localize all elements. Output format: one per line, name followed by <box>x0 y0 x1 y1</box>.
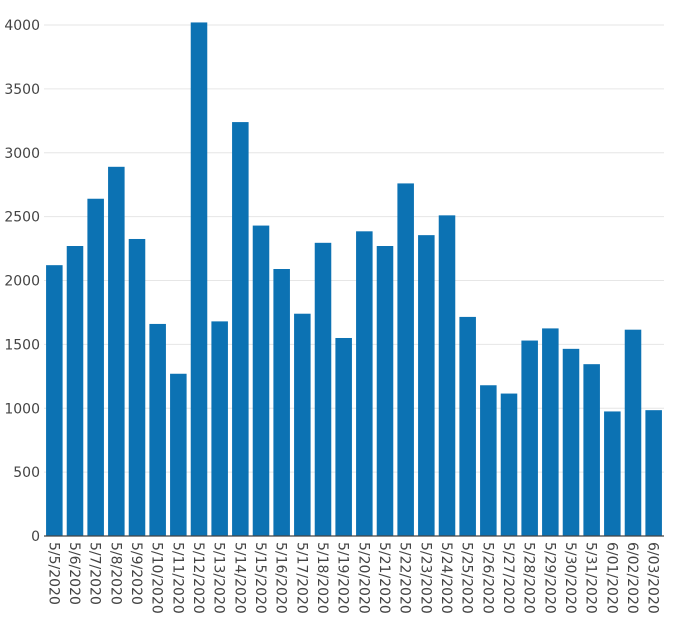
bar <box>376 246 394 536</box>
x-tick-label: 5/19/2020 <box>335 542 351 614</box>
bar <box>211 321 228 536</box>
x-tick-label: 5/13/2020 <box>211 542 227 614</box>
bar <box>46 265 63 536</box>
x-tick-label: 5/14/2020 <box>231 542 247 614</box>
y-tick-label: 500 <box>13 465 40 481</box>
x-tick-label: 5/20/2020 <box>355 542 371 614</box>
x-tick-label: 5/12/2020 <box>190 542 206 614</box>
bar <box>480 385 497 536</box>
x-tick-label: 5/17/2020 <box>293 542 309 614</box>
x-tick-label: 5/11/2020 <box>169 542 185 614</box>
bar <box>314 242 332 536</box>
x-tick-label: 5/21/2020 <box>376 542 392 614</box>
bar <box>356 231 373 536</box>
y-tick-label: 2000 <box>4 274 40 290</box>
y-tick-label: 1500 <box>4 337 40 353</box>
x-tick-label: 5/18/2020 <box>314 542 330 614</box>
y-tick-label: 1000 <box>4 401 40 417</box>
bar <box>562 348 580 536</box>
bar <box>232 122 249 536</box>
bar <box>624 329 642 536</box>
x-tick-label: 5/9/2020 <box>128 542 144 605</box>
bar <box>170 373 187 536</box>
y-axis-ticks: 0 500 1000 1500 2000 2500 3000 3500 4000 <box>4 18 40 545</box>
y-tick-label: 3500 <box>4 82 40 98</box>
x-tick-label: 6/01/2020 <box>603 542 619 614</box>
x-tick-label: 5/7/2020 <box>87 542 103 605</box>
x-tick-label: 5/15/2020 <box>252 542 268 614</box>
x-tick-label: 5/23/2020 <box>417 542 433 614</box>
bar <box>149 323 166 536</box>
x-tick-label: 6/02/2020 <box>624 542 640 614</box>
bar <box>87 198 104 537</box>
bar <box>252 225 270 536</box>
y-tick-label: 2500 <box>4 210 40 226</box>
bar <box>542 328 559 536</box>
x-tick-label: 5/24/2020 <box>438 542 454 614</box>
bar <box>521 340 538 536</box>
bar <box>190 22 208 536</box>
x-tick-label: 6/03/2020 <box>645 542 661 614</box>
x-tick-label: 5/26/2020 <box>479 542 495 614</box>
x-tick-label: 5/8/2020 <box>107 542 123 605</box>
y-tick-label: 3000 <box>4 146 40 162</box>
x-tick-label: 5/16/2020 <box>273 542 289 614</box>
x-tick-label: 5/10/2020 <box>149 542 165 614</box>
bar <box>108 166 125 537</box>
bar <box>583 364 600 536</box>
x-tick-label: 5/22/2020 <box>397 542 413 614</box>
y-tick-label: 4000 <box>4 18 40 34</box>
bar <box>128 238 146 536</box>
x-tick-label: 5/6/2020 <box>66 542 82 605</box>
bar <box>459 316 476 536</box>
x-tick-label: 5/29/2020 <box>541 542 557 614</box>
bar <box>335 337 352 536</box>
gridlines <box>44 24 664 473</box>
x-tick-label: 5/25/2020 <box>459 542 475 614</box>
x-tick-label: 5/28/2020 <box>521 542 537 614</box>
x-axis-ticks: 5/5/2020 5/6/2020 5/7/2020 5/8/2020 5/9/2020… <box>45 542 660 614</box>
bar <box>273 269 290 536</box>
y-tick-label: 0 <box>31 529 40 545</box>
bar <box>418 235 435 536</box>
bars <box>46 22 662 537</box>
x-tick-label: 5/5/2020 <box>45 542 61 605</box>
bar <box>645 410 662 536</box>
bar <box>438 215 456 536</box>
bar <box>500 393 518 536</box>
bar <box>604 411 621 536</box>
x-tick-label: 5/31/2020 <box>583 542 599 614</box>
bar <box>66 246 84 536</box>
x-tick-label: 5/27/2020 <box>500 542 516 614</box>
x-tick-label: 5/30/2020 <box>562 542 578 614</box>
bar <box>294 313 311 536</box>
bar <box>397 183 414 536</box>
